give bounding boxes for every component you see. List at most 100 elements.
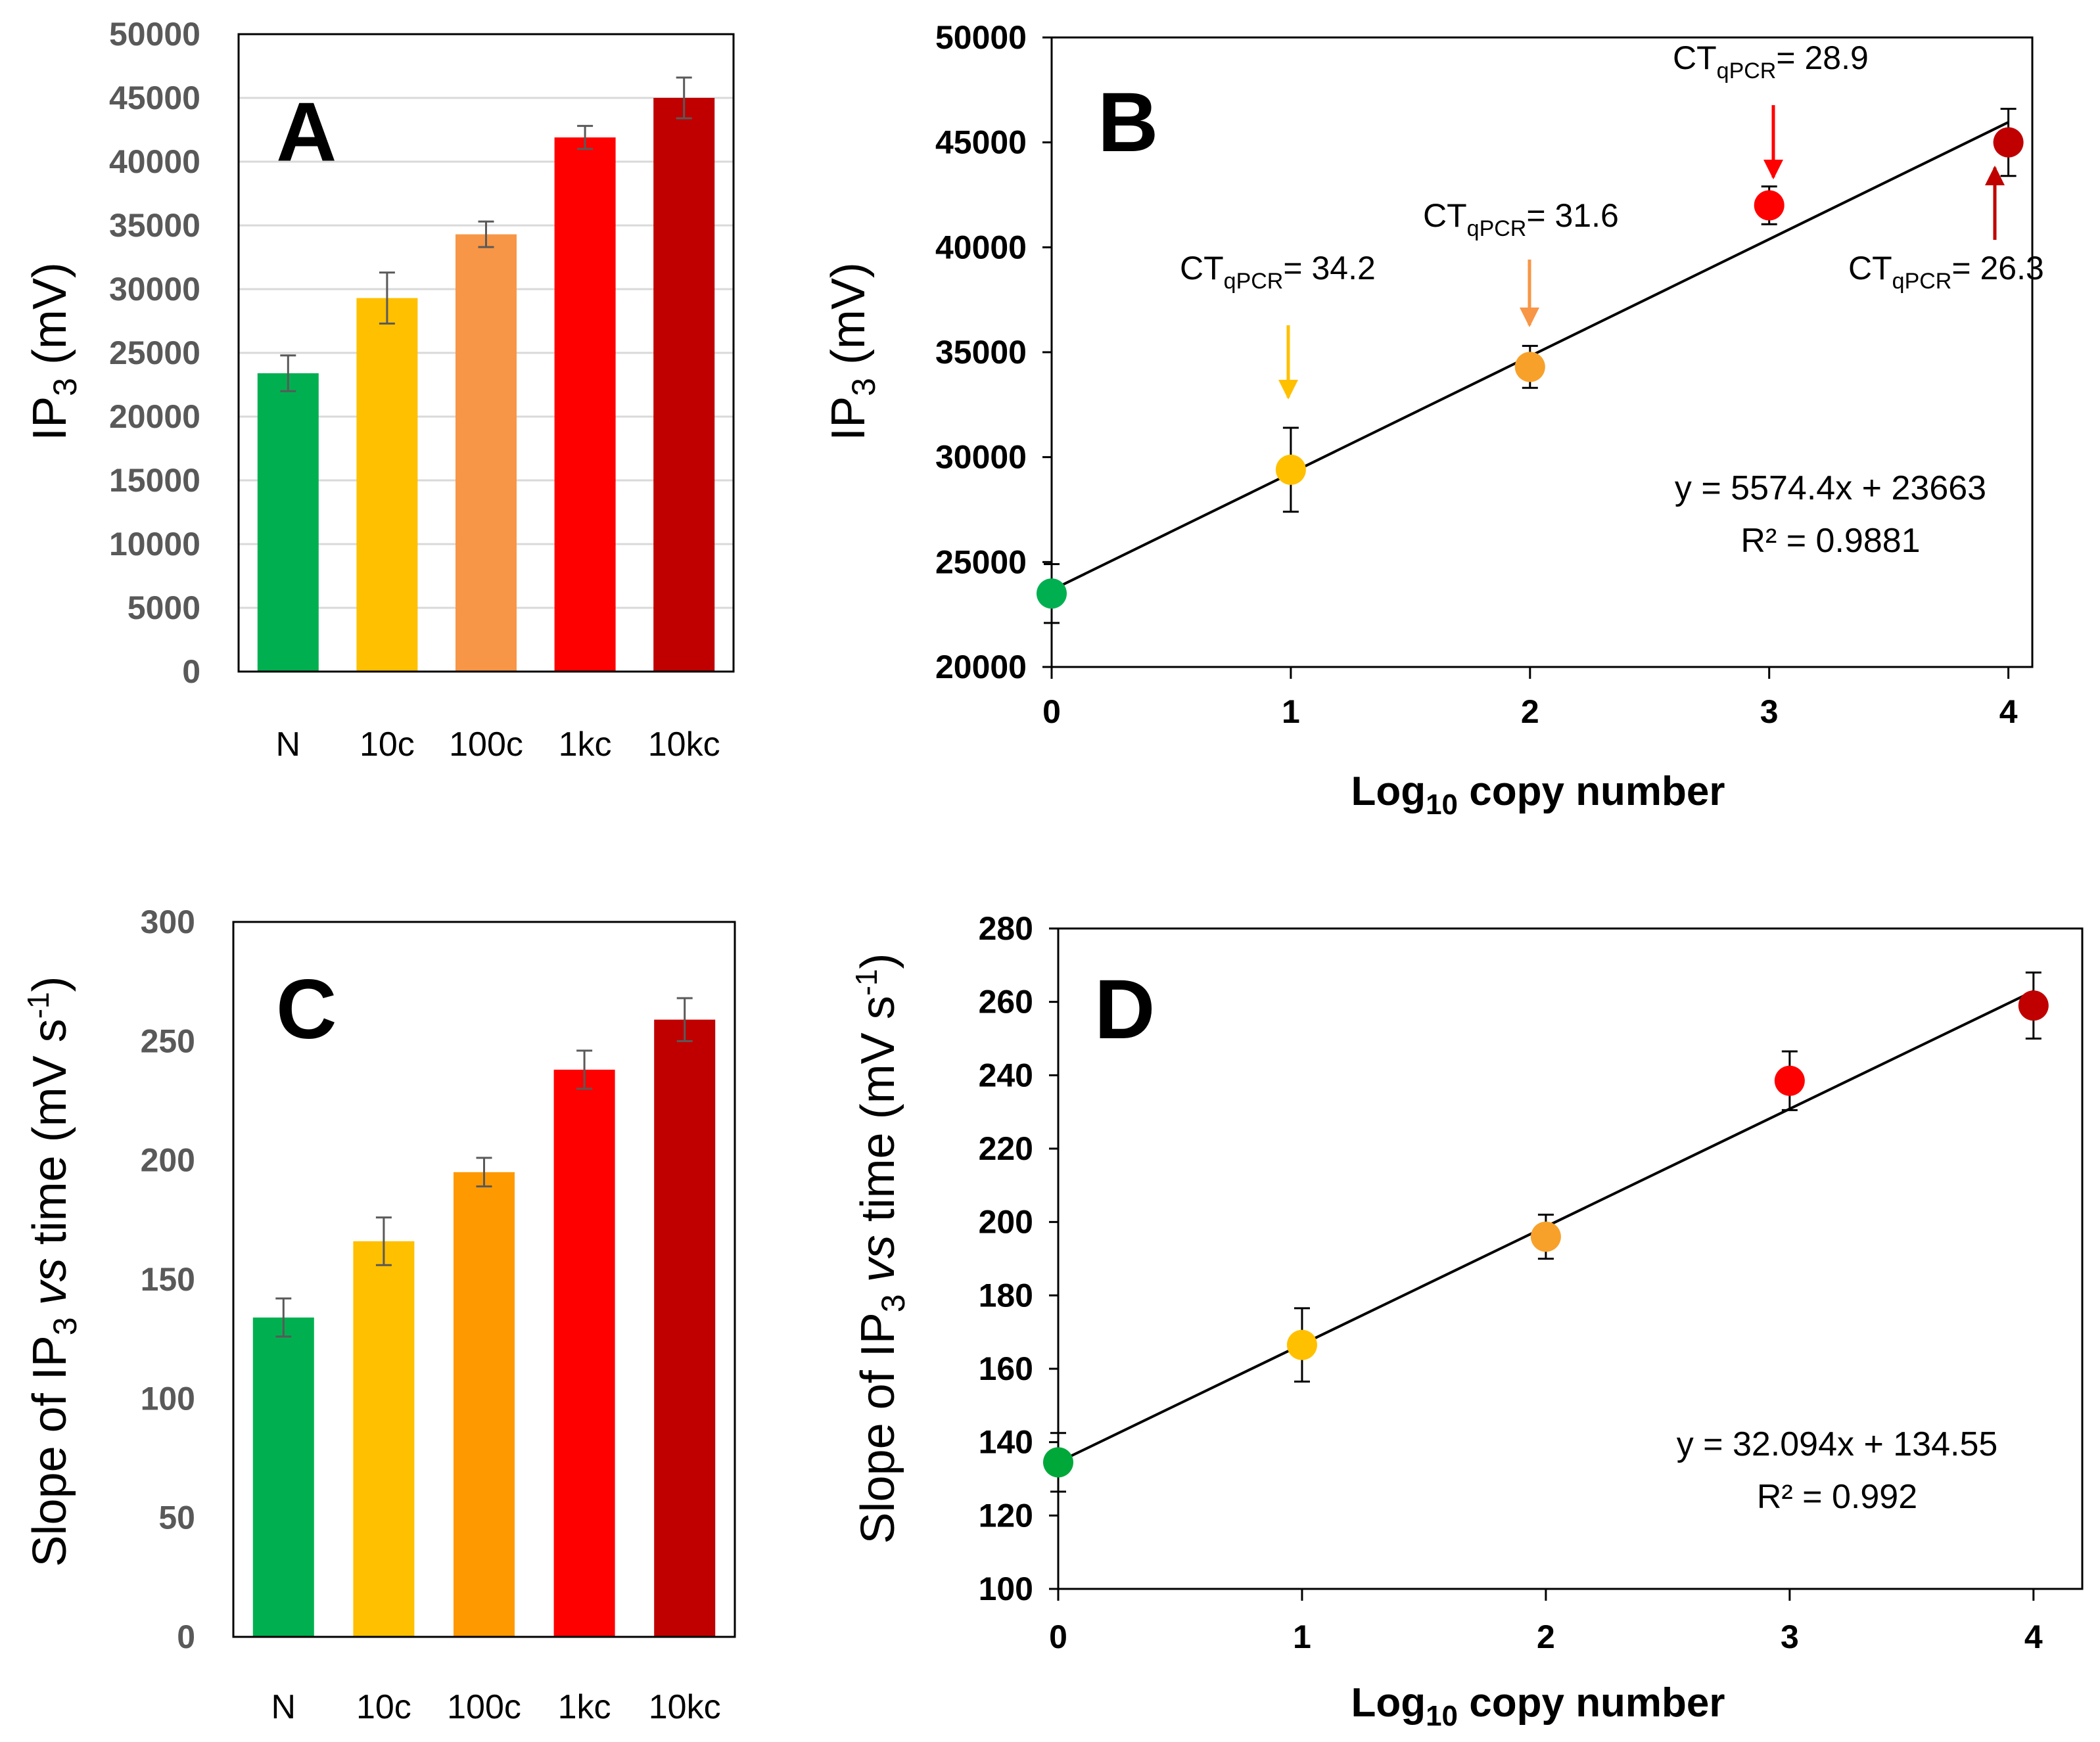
category-label: 1kc: [558, 1688, 611, 1726]
y-tick-label: 35000: [109, 207, 200, 244]
category-label: N: [276, 725, 301, 764]
x-tick-label: 0: [1042, 693, 1061, 730]
panel-d: D Slope of IP3vs time (mV s-1) Log10 cop…: [849, 910, 2084, 1732]
y-tick-label: 5000: [128, 589, 200, 626]
plot-frame: [1057, 927, 2084, 1590]
ylabel-main: IP: [822, 396, 875, 441]
bar: [455, 234, 517, 672]
y-tick-label: 50000: [935, 19, 1027, 56]
y-tick-label: 20000: [935, 649, 1027, 685]
y-tick-label: 50: [158, 1500, 195, 1536]
y-tick-label: 100: [141, 1380, 195, 1417]
y-tick-label: 0: [177, 1618, 195, 1655]
panel-b-ylabel: IP3 (mV): [822, 262, 882, 441]
y-tick-label: 140: [979, 1424, 1033, 1461]
panel-b-equation: y = 5574.4x + 23663: [1675, 469, 1986, 507]
data-point: [1286, 1329, 1317, 1360]
plot-frame: [237, 33, 735, 673]
y-tick-label: 300: [141, 904, 195, 940]
panel-a-letter: A: [276, 85, 337, 179]
ylabel-sub: 3: [845, 378, 882, 396]
bar: [356, 298, 418, 672]
svg-text:CTqPCR= 31.6: CTqPCR= 31.6: [1423, 197, 1619, 241]
y-tick-label: 200: [979, 1204, 1033, 1241]
category-label: 1kc: [559, 725, 612, 764]
panel-d-equation: y = 32.094x + 134.55: [1677, 1425, 1998, 1463]
bar: [553, 1069, 615, 1637]
panel-d-letter: D: [1094, 963, 1155, 1057]
y-tick-label: 45000: [935, 124, 1027, 161]
panel-b-letter: B: [1098, 76, 1158, 170]
plot-frame: [232, 921, 736, 1638]
ylabel-main: IP: [24, 396, 76, 441]
y-tick-label: 100: [979, 1570, 1033, 1607]
y-tick-label: 20000: [109, 398, 200, 435]
data-point: [1037, 578, 1067, 609]
x-tick-label: 1: [1282, 693, 1300, 730]
category-label: 10kc: [648, 725, 720, 764]
panel-b: B IP3 (mV) Log10 copy number y = 5574.4x…: [822, 19, 2044, 821]
category-label: 10kc: [649, 1688, 721, 1726]
x-tick-label: 4: [2024, 1618, 2043, 1655]
x-tick-label: 2: [1521, 693, 1539, 730]
category-label: 10c: [356, 1688, 411, 1726]
xlabel-sub: 10: [1426, 789, 1458, 821]
ct-annotation-1: CTqPCR= 34.2: [1180, 250, 1376, 400]
y-tick-label: 30000: [935, 439, 1027, 476]
data-point: [1754, 190, 1785, 221]
data-point: [1514, 352, 1545, 382]
panel-d-r2: R² = 0.992: [1757, 1478, 1917, 1516]
y-tick-label: 120: [979, 1497, 1033, 1534]
x-tick-label: 3: [1781, 1618, 1799, 1655]
ct-annotation-2: CTqPCR= 31.6: [1423, 197, 1619, 327]
bar: [554, 137, 616, 672]
panel-d-xlabel: Log10 copy number: [1351, 1680, 1725, 1732]
y-tick-label: 250: [141, 1022, 195, 1059]
y-tick-label: 50000: [109, 16, 200, 53]
svg-text:CTqPCR= 26.3: CTqPCR= 26.3: [1848, 250, 2044, 294]
y-tick-label: 25000: [109, 334, 200, 371]
x-tick-label: 4: [1999, 693, 2018, 730]
data-point: [1993, 127, 2024, 158]
category-label: N: [271, 1688, 296, 1726]
ylabel-unit: (mV): [822, 262, 875, 378]
svg-text:CTqPCR= 28.9: CTqPCR= 28.9: [1673, 39, 1869, 83]
bar: [454, 1172, 515, 1637]
y-tick-label: 240: [979, 1057, 1033, 1093]
y-tick-label: 280: [979, 910, 1033, 947]
bar: [353, 1241, 415, 1637]
panel-c: C Slope of IP3vs time (mV s-1) 0 50 100 150…: [21, 904, 736, 1726]
x-tick-label: 3: [1760, 693, 1779, 730]
x-tick-label: 0: [1049, 1618, 1067, 1655]
category-label: 100c: [449, 725, 523, 764]
panel-b-r2: R² = 0.9881: [1740, 522, 1920, 560]
y-tick-label: 160: [979, 1350, 1033, 1387]
panel-a: A IP3 (mV) 0 5000 10000 15000 20000 25000 3000…: [24, 16, 735, 764]
x-tick-label: 2: [1537, 1618, 1555, 1655]
panel-d-ylabel: Slope of IP3vs time (mV s-1): [849, 953, 912, 1544]
data-point: [1043, 1447, 1073, 1478]
y-tick-label: 25000: [935, 543, 1027, 580]
y-tick-label: 260: [979, 984, 1033, 1020]
y-tick-label: 30000: [109, 271, 200, 308]
y-tick-label: 220: [979, 1130, 1033, 1167]
category-label: 100c: [447, 1688, 521, 1726]
data-point: [1530, 1222, 1561, 1252]
y-tick-label: 45000: [109, 80, 200, 116]
ylabel-sub: 3: [47, 378, 83, 396]
y-tick-label: 40000: [109, 143, 200, 180]
x-tick-label: 1: [1293, 1618, 1311, 1655]
panel-b-xlabel: Log10 copy number: [1351, 769, 1725, 821]
y-tick-label: 10000: [109, 526, 200, 562]
plot-frame: [1050, 36, 2034, 668]
bar: [653, 98, 715, 672]
ct-annotation-4: CTqPCR= 26.3: [1848, 166, 2044, 294]
y-tick-label: 180: [979, 1277, 1033, 1314]
y-tick-label: 40000: [935, 229, 1027, 265]
data-point: [2018, 990, 2049, 1021]
bar: [654, 1019, 716, 1637]
bar: [257, 373, 319, 672]
y-tick-label: 35000: [935, 334, 1027, 371]
panel-a-ylabel: IP3 (mV): [24, 262, 83, 441]
